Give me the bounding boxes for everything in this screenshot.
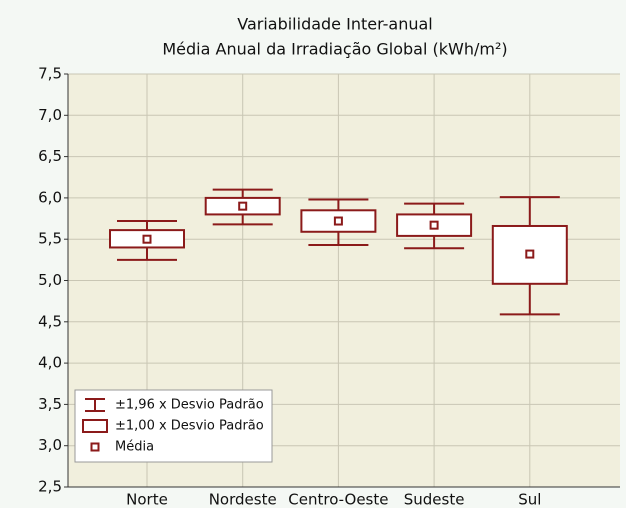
legend-icon bbox=[82, 419, 108, 433]
x-tick-label: Sul bbox=[518, 491, 541, 508]
y-tick-label: 4,0 bbox=[38, 354, 62, 372]
y-tick-label: 3,5 bbox=[38, 395, 62, 413]
y-tick-label: 7,0 bbox=[38, 106, 62, 124]
mean-marker bbox=[525, 249, 535, 259]
mean-marker bbox=[333, 216, 343, 226]
mean-marker bbox=[142, 234, 152, 244]
y-tick-label: 6,0 bbox=[38, 188, 62, 206]
y-tick-label: 6,5 bbox=[38, 147, 62, 165]
legend-label: Média bbox=[115, 440, 154, 455]
chart-title: Variabilidade Inter-anual bbox=[237, 15, 433, 34]
y-tick-label: 5,0 bbox=[38, 271, 62, 289]
y-tick-label: 5,5 bbox=[38, 230, 62, 248]
mean-marker bbox=[429, 220, 439, 230]
x-tick-label: Norte bbox=[126, 491, 168, 508]
legend-label: ±1,00 x Desvio Padrão bbox=[115, 419, 264, 434]
x-tick-label: Centro-Oeste bbox=[288, 491, 388, 508]
legend-icon bbox=[90, 442, 100, 452]
y-tick-label: 7,5 bbox=[38, 65, 62, 83]
x-tick-label: Nordeste bbox=[209, 491, 277, 508]
y-tick-label: 3,0 bbox=[38, 436, 62, 454]
x-tick-label: Sudeste bbox=[404, 491, 465, 508]
mean-marker bbox=[238, 201, 248, 211]
chart-subtitle: Média Anual da Irradiação Global (kWh/m²… bbox=[162, 40, 507, 59]
legend-label: ±1,96 x Desvio Padrão bbox=[115, 398, 264, 413]
y-tick-label: 4,5 bbox=[38, 312, 62, 330]
y-tick-label: 2,5 bbox=[38, 478, 62, 496]
